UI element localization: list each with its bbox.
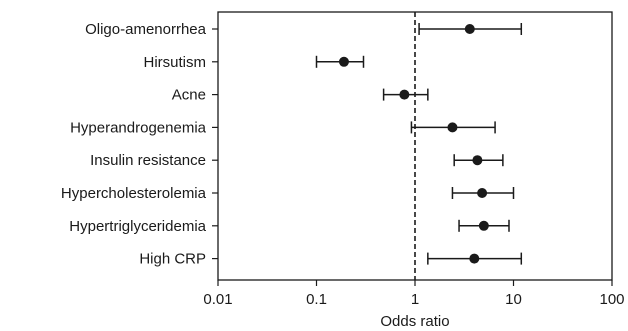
category-labels: Oligo-amenorrhea Hirsutism Acne Hyperandrog… bbox=[61, 21, 218, 268]
odds-ratio-point bbox=[464, 24, 475, 34]
x-tick-label: 1 bbox=[411, 291, 419, 308]
data-marks bbox=[315, 23, 523, 265]
x-axis-title: Odds ratio bbox=[380, 313, 449, 330]
x-tick-label: 0.1 bbox=[306, 291, 327, 308]
category-label: Acne bbox=[172, 87, 206, 104]
x-tick-label: 100 bbox=[599, 291, 624, 308]
category-label: Hypertriglyceridemia bbox=[69, 218, 206, 235]
category-label: Insulin resistance bbox=[90, 152, 206, 169]
odds-ratio-point bbox=[469, 253, 480, 264]
category-label: Oligo-amenorrhea bbox=[85, 21, 207, 38]
x-tick-label: 0.01 bbox=[203, 291, 232, 308]
category-label: High CRP bbox=[139, 251, 206, 268]
category-label: Hyperandrogenemia bbox=[70, 119, 207, 136]
x-tick-label: 10 bbox=[505, 291, 522, 308]
x-axis: 0.01 0.1 1 10 100 bbox=[203, 280, 625, 308]
odds-ratio-point bbox=[477, 188, 488, 198]
odds-ratio-point bbox=[478, 220, 489, 231]
odds-ratio-point bbox=[472, 155, 483, 166]
odds-ratio-point bbox=[338, 56, 349, 67]
odds-ratio-point bbox=[447, 122, 458, 133]
category-label: Hirsutism bbox=[144, 54, 207, 71]
odds-ratio-point bbox=[399, 89, 410, 100]
category-label: Hypercholesterolemia bbox=[61, 185, 207, 202]
